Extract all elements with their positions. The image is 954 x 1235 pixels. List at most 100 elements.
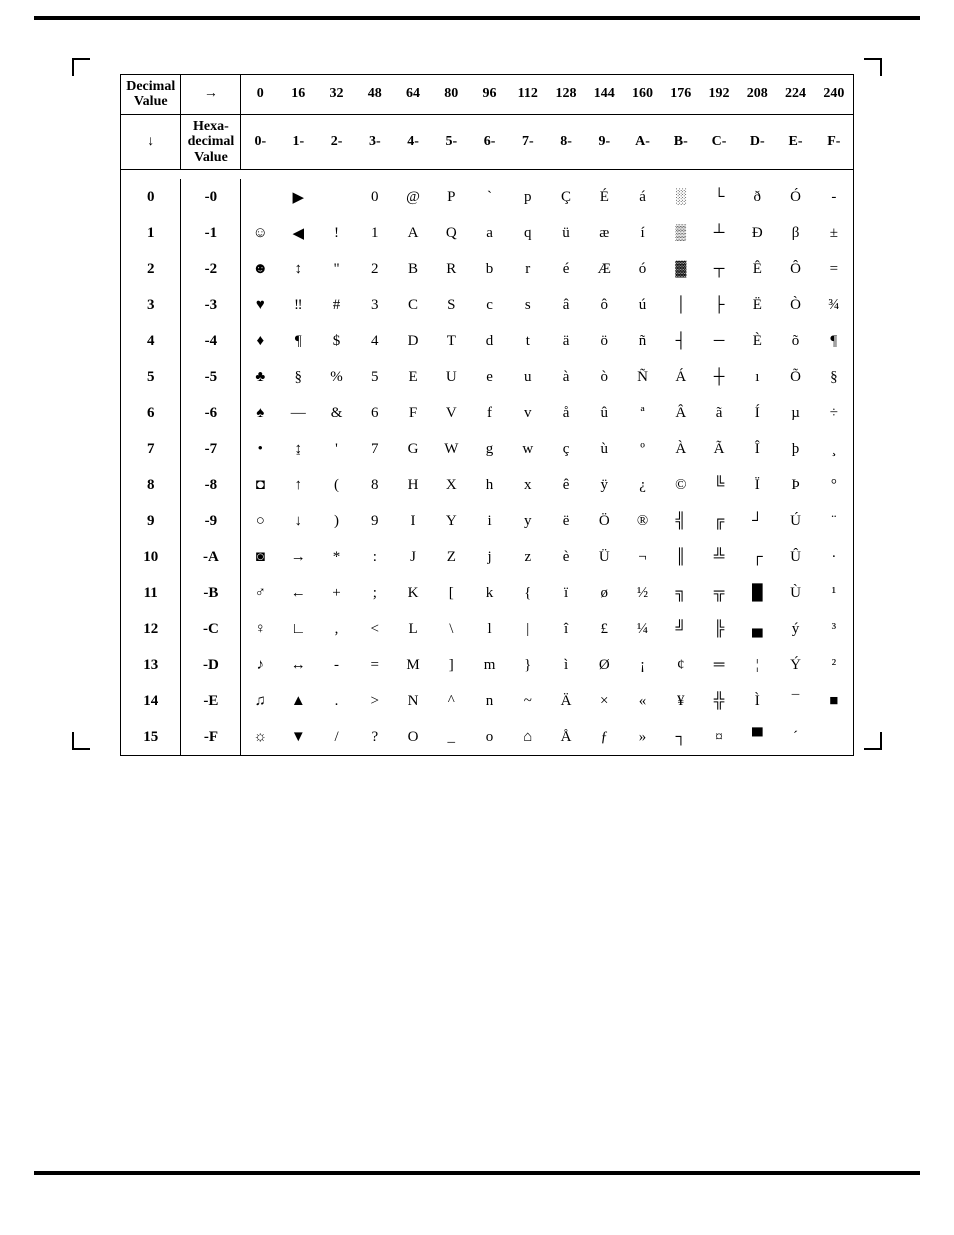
glyph-cell: y [509, 503, 547, 539]
col-decimal: 240 [815, 75, 853, 114]
glyph-cell: ì [547, 647, 585, 683]
table-row: 11-B♂←+;K[k{ïø½╗╦█Ù¹ [121, 575, 853, 611]
row-hex: -5 [181, 359, 241, 395]
decimal-header-row: Decimal Value → 0 16 32 48 64 80 96 112 … [121, 75, 853, 114]
glyph-cell: ¥ [662, 683, 700, 719]
col-decimal: 0 [241, 75, 279, 114]
table-row: 4-4♦¶$4DTdtäöñ┤─Èõ¶ [121, 323, 853, 359]
row-hex: -E [181, 683, 241, 719]
row-decimal: 9 [121, 503, 181, 539]
glyph-cell: ! [317, 215, 355, 251]
col-hex: 9- [585, 114, 623, 169]
glyph-cell: ┐ [662, 719, 700, 755]
glyph-cell: H [394, 467, 432, 503]
glyph-cell: U [432, 359, 470, 395]
row-hex: -F [181, 719, 241, 755]
table-row: 1-1☺◀!1AQaqüæí▒┴Đβ± [121, 215, 853, 251]
glyph-cell: ╗ [662, 575, 700, 611]
col-hex: 5- [432, 114, 470, 169]
glyph-cell: ¶ [279, 323, 317, 359]
glyph-cell: ¢ [662, 647, 700, 683]
glyph-cell: ♥ [241, 287, 279, 323]
glyph-cell: ö [585, 323, 623, 359]
glyph-cell: ║ [662, 539, 700, 575]
glyph-cell: S [432, 287, 470, 323]
col-decimal: 112 [509, 75, 547, 114]
glyph-cell: ® [623, 503, 661, 539]
glyph-cell: ┼ [700, 359, 738, 395]
row-hex: -3 [181, 287, 241, 323]
glyph-cell: j [470, 539, 508, 575]
glyph-cell: ▒ [662, 215, 700, 251]
glyph-cell: Q [432, 215, 470, 251]
glyph-cell: Ù [776, 575, 814, 611]
glyph-cell: ‼ [279, 287, 317, 323]
glyph-cell: R [432, 251, 470, 287]
glyph-cell: C [394, 287, 432, 323]
glyph-cell: ú [623, 287, 661, 323]
glyph-cell: └ [700, 179, 738, 215]
glyph-cell: d [470, 323, 508, 359]
glyph-cell: ○ [241, 503, 279, 539]
glyph-cell: B [394, 251, 432, 287]
glyph-cell: w [509, 431, 547, 467]
glyph-cell: Ý [776, 647, 814, 683]
glyph-cell: ý [776, 611, 814, 647]
glyph-cell: E [394, 359, 432, 395]
glyph-cell: 4 [356, 323, 394, 359]
row-decimal: 2 [121, 251, 181, 287]
col-hex: 1- [279, 114, 317, 169]
col-hex: 7- [509, 114, 547, 169]
glyph-cell: & [317, 395, 355, 431]
glyph-cell: f [470, 395, 508, 431]
glyph-cell: 8 [356, 467, 394, 503]
glyph-cell: - [815, 179, 853, 215]
table-row: 12-C♀∟,<L\l|î£¼╝╠▄ý³ [121, 611, 853, 647]
glyph-cell: A [394, 215, 432, 251]
table-row: 2-2☻↕"2BRbréÆó▓┬ÊÔ= [121, 251, 853, 287]
glyph-cell: ╝ [662, 611, 700, 647]
glyph-cell: è [547, 539, 585, 575]
table-row: 14-E♫▲.>N^n~Ä×«¥╬Ì¯■ [121, 683, 853, 719]
glyph-cell: Â [662, 395, 700, 431]
glyph-cell: z [509, 539, 547, 575]
glyph-cell: ┌ [738, 539, 776, 575]
glyph-cell: ♪ [241, 647, 279, 683]
glyph-cell: • [241, 431, 279, 467]
glyph-cell: ╩ [700, 539, 738, 575]
glyph-cell: ç [547, 431, 585, 467]
row-decimal: 5 [121, 359, 181, 395]
glyph-cell: ▄ [738, 611, 776, 647]
glyph-cell: ☼ [241, 719, 279, 755]
glyph-cell: ╔ [700, 503, 738, 539]
glyph-cell: [ [432, 575, 470, 611]
glyph-cell: ┘ [738, 503, 776, 539]
row-decimal: 7 [121, 431, 181, 467]
glyph-cell: G [394, 431, 432, 467]
col-decimal: 80 [432, 75, 470, 114]
glyph-cell: » [623, 719, 661, 755]
glyph-cell: ü [547, 215, 585, 251]
glyph-cell: * [317, 539, 355, 575]
glyph-cell: @ [394, 179, 432, 215]
col-hex: C- [700, 114, 738, 169]
glyph-cell: Ï [738, 467, 776, 503]
glyph-cell: O [394, 719, 432, 755]
glyph-cell: $ [317, 323, 355, 359]
table-row: 13-D♪↔-=M]m}ìØ¡¢═¦Ý² [121, 647, 853, 683]
glyph-cell: ' [317, 431, 355, 467]
glyph-cell: ╚ [700, 467, 738, 503]
row-hex: -6 [181, 395, 241, 431]
crop-mark [72, 748, 90, 750]
col-hex: 6- [470, 114, 508, 169]
hexadecimal-value-label: Hexa- decimal Value [181, 114, 241, 169]
glyph-cell: u [509, 359, 547, 395]
glyph-cell: Ñ [623, 359, 661, 395]
table-row: 3-3♥‼#3CScsâôú│├ËÒ¾ [121, 287, 853, 323]
glyph-cell: Ã [700, 431, 738, 467]
glyph-cell: ╣ [662, 503, 700, 539]
glyph-cell: 7 [356, 431, 394, 467]
glyph-cell: + [317, 575, 355, 611]
glyph-cell: Z [432, 539, 470, 575]
glyph-cell: ♂ [241, 575, 279, 611]
